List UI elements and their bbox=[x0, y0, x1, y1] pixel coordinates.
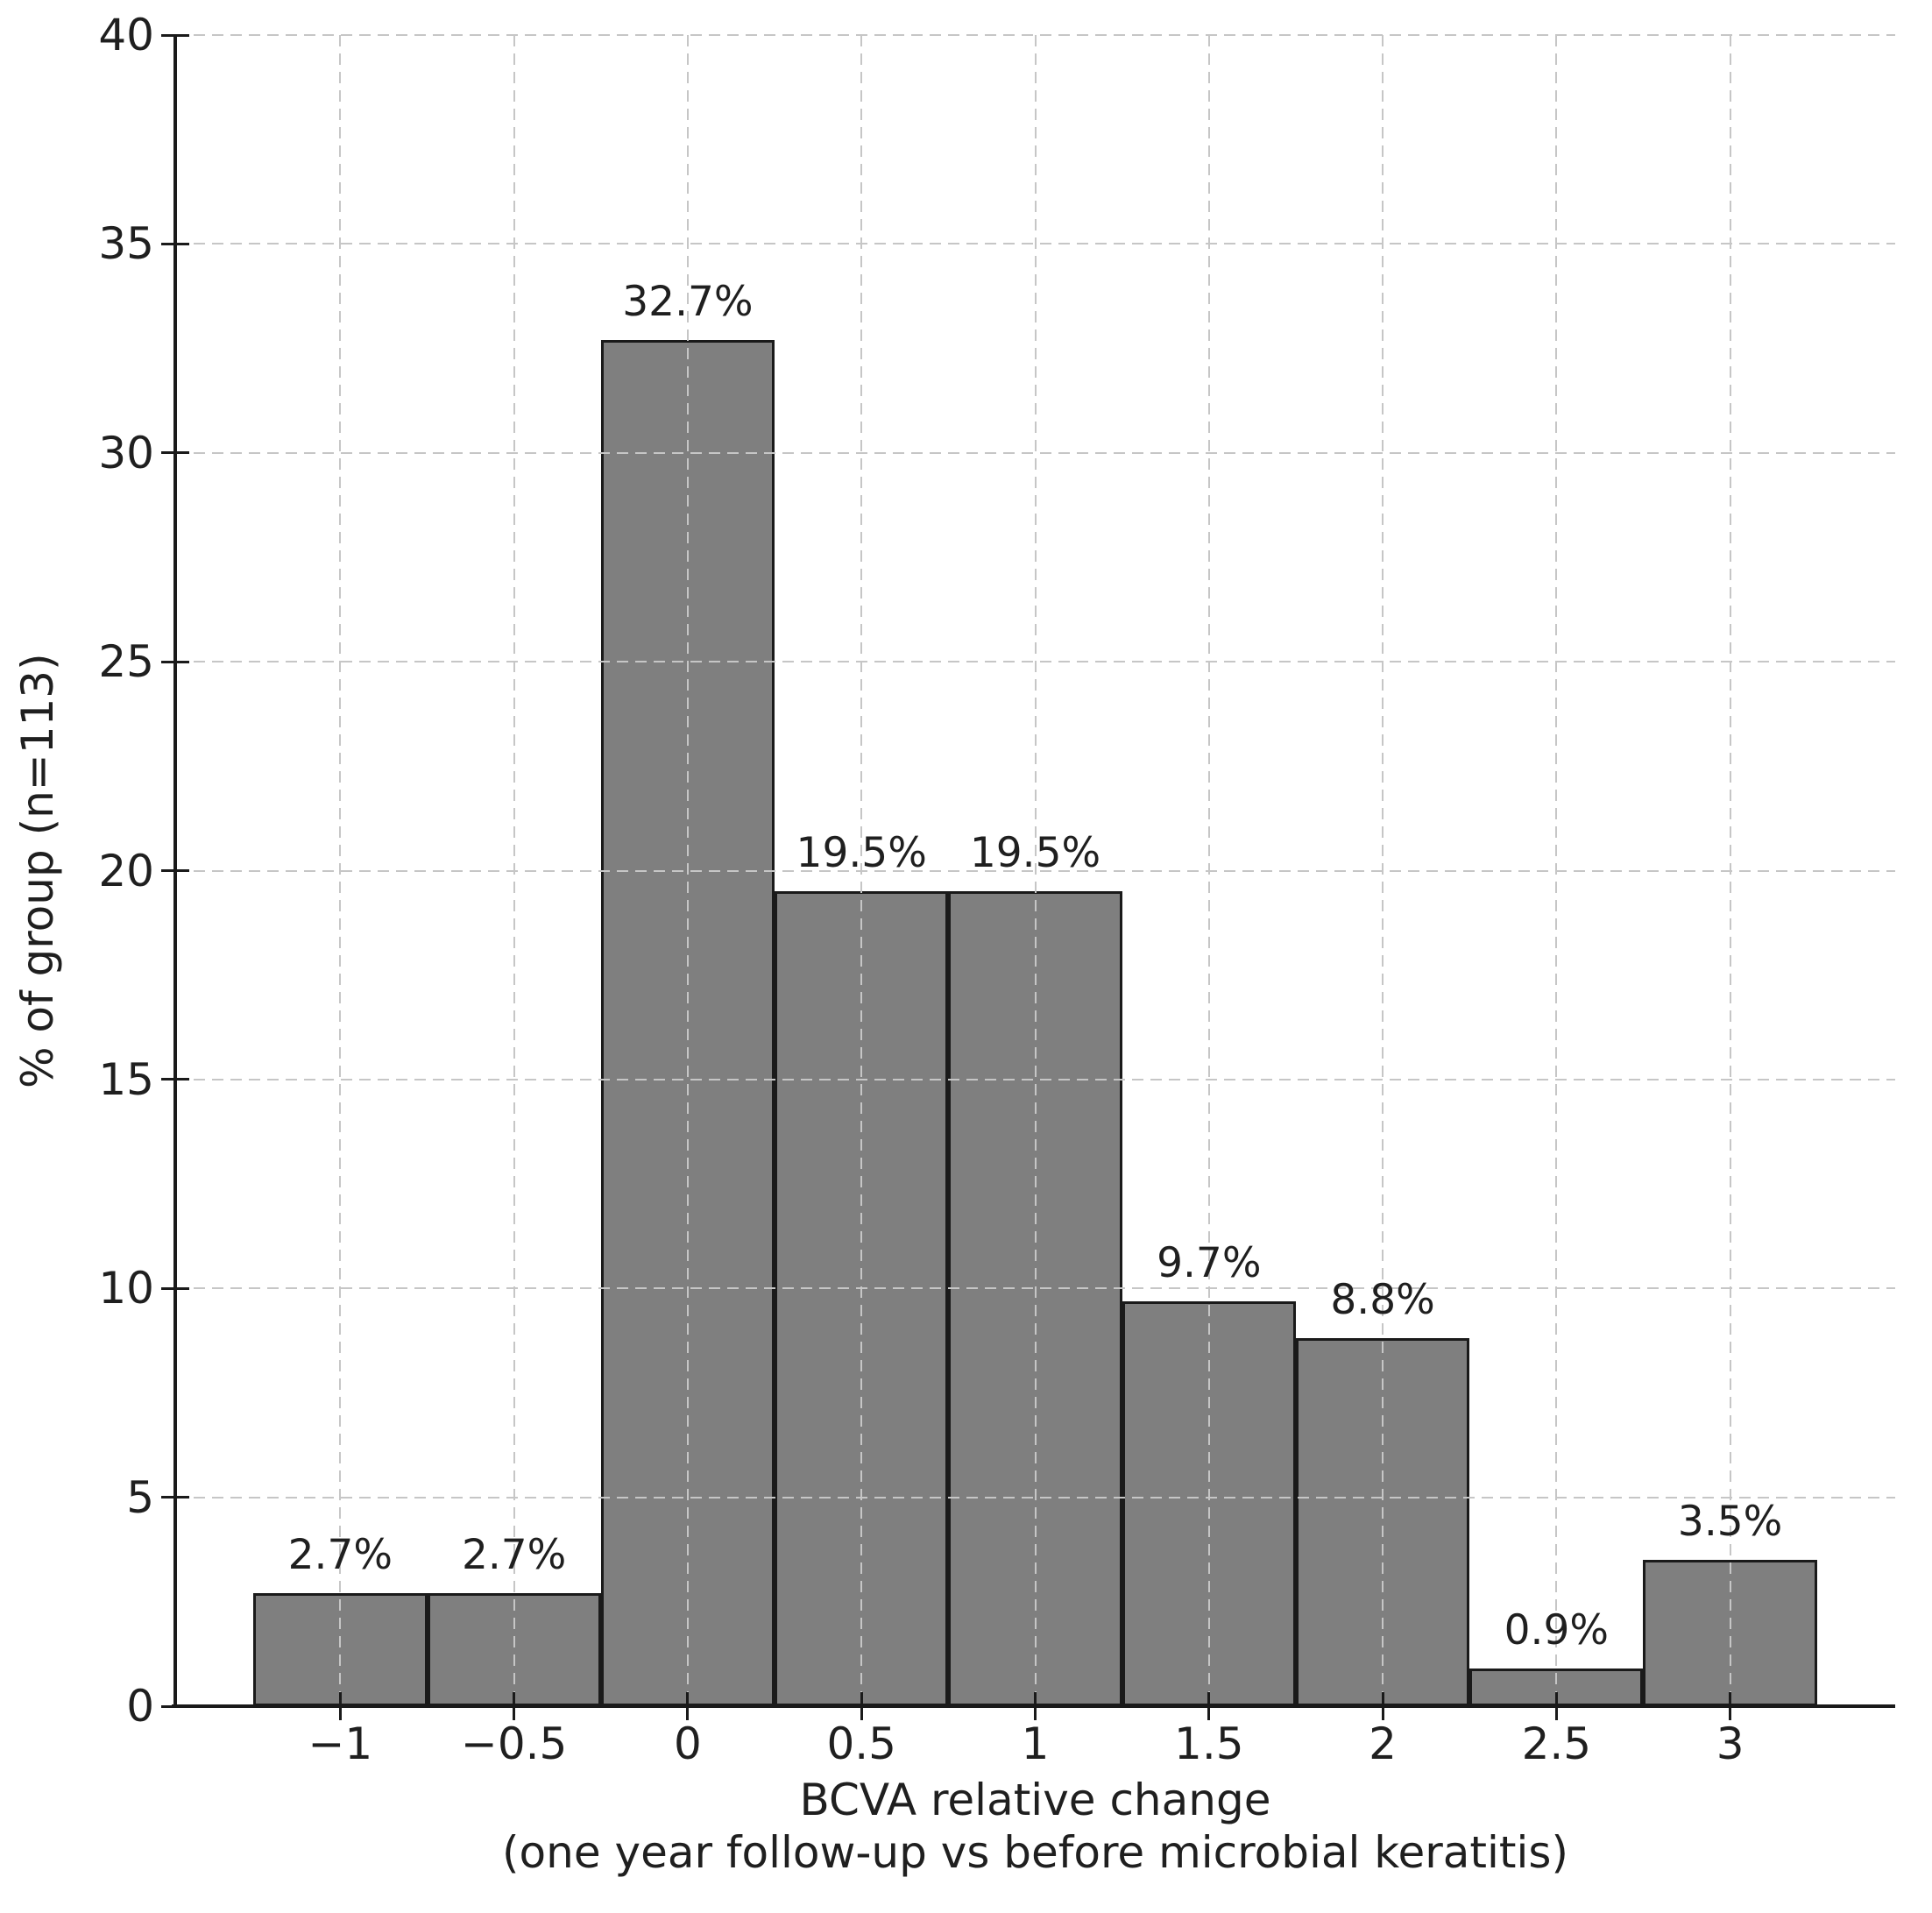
y-tick bbox=[161, 33, 189, 37]
plot-area: 2.7% 2.7% 32.7% 19.5% 19.5% 9.7% 8.8% 0.9% 3.5% 0… bbox=[98, 11, 1895, 1769]
x-axis-title: BCVA relative change (one year follow-up… bbox=[175, 1774, 1895, 1879]
y-tick-label: 20 bbox=[98, 845, 154, 896]
y-tick bbox=[161, 1704, 189, 1708]
bar-value-label: 8.8% bbox=[1330, 1276, 1435, 1325]
x-tick-label: 0.5 bbox=[826, 1718, 896, 1769]
bar-value-label: 3.5% bbox=[1677, 1498, 1783, 1547]
x-tick-label: 3 bbox=[1716, 1718, 1744, 1769]
y-tick-label: 35 bbox=[98, 218, 154, 270]
y-tick bbox=[161, 1078, 189, 1081]
vertical-gridline bbox=[686, 35, 689, 1706]
x-tick bbox=[1381, 1692, 1384, 1720]
vertical-gridline bbox=[1382, 35, 1384, 1706]
vertical-gridline bbox=[1555, 35, 1558, 1706]
y-tick-label: 15 bbox=[98, 1053, 154, 1105]
y-tick bbox=[161, 1496, 189, 1499]
bar-value-label: 2.7% bbox=[461, 1531, 567, 1580]
x-tick bbox=[1034, 1692, 1037, 1720]
vertical-gridline bbox=[860, 35, 863, 1706]
x-axis-spine bbox=[172, 1704, 1895, 1708]
vertical-gridline bbox=[1207, 35, 1210, 1706]
x-tick-label: 1 bbox=[1021, 1718, 1050, 1769]
y-tick bbox=[161, 1286, 189, 1290]
bar-value-label: 19.5% bbox=[969, 829, 1101, 878]
bar-value-label: 0.9% bbox=[1504, 1606, 1610, 1655]
y-tick bbox=[161, 660, 189, 663]
y-tick-label: 0 bbox=[126, 1681, 154, 1732]
x-tick bbox=[1207, 1692, 1211, 1720]
vertical-gridline bbox=[1034, 35, 1037, 1706]
bar-value-label: 2.7% bbox=[287, 1531, 393, 1580]
y-tick-label: 10 bbox=[98, 1263, 154, 1314]
x-tick bbox=[1554, 1692, 1558, 1720]
vertical-gridline bbox=[1729, 35, 1731, 1706]
x-tick-label: 0 bbox=[674, 1718, 702, 1769]
y-tick bbox=[161, 869, 189, 872]
bar-value-label: 19.5% bbox=[796, 829, 927, 878]
x-tick-label: 1.5 bbox=[1174, 1718, 1244, 1769]
y-axis-title: % of group (n=113) bbox=[12, 653, 63, 1088]
y-tick-label: 5 bbox=[126, 1471, 154, 1523]
x-tick-label: 2.5 bbox=[1521, 1718, 1592, 1769]
bar-value-label: 9.7% bbox=[1157, 1238, 1262, 1287]
vertical-gridline bbox=[339, 35, 342, 1706]
vertical-gridline bbox=[513, 35, 515, 1706]
x-tick bbox=[513, 1692, 516, 1720]
x-tick-label: −1 bbox=[308, 1718, 373, 1769]
x-tick bbox=[1729, 1692, 1732, 1720]
x-tick bbox=[338, 1692, 342, 1720]
y-tick-label: 40 bbox=[98, 10, 154, 60]
x-tick bbox=[686, 1692, 690, 1720]
x-tick-label: −0.5 bbox=[460, 1718, 568, 1769]
y-tick-label: 30 bbox=[98, 427, 154, 478]
x-tick-label: 2 bbox=[1369, 1718, 1397, 1769]
y-tick-label: 25 bbox=[98, 636, 154, 688]
y-tick bbox=[161, 451, 189, 455]
y-tick bbox=[161, 242, 189, 245]
x-axis-title-line1: BCVA relative change bbox=[799, 1775, 1271, 1825]
x-axis-title-line2: (one year follow-up vs before microbial … bbox=[502, 1827, 1568, 1878]
x-tick bbox=[860, 1692, 863, 1720]
bar-value-label: 32.7% bbox=[622, 278, 754, 327]
